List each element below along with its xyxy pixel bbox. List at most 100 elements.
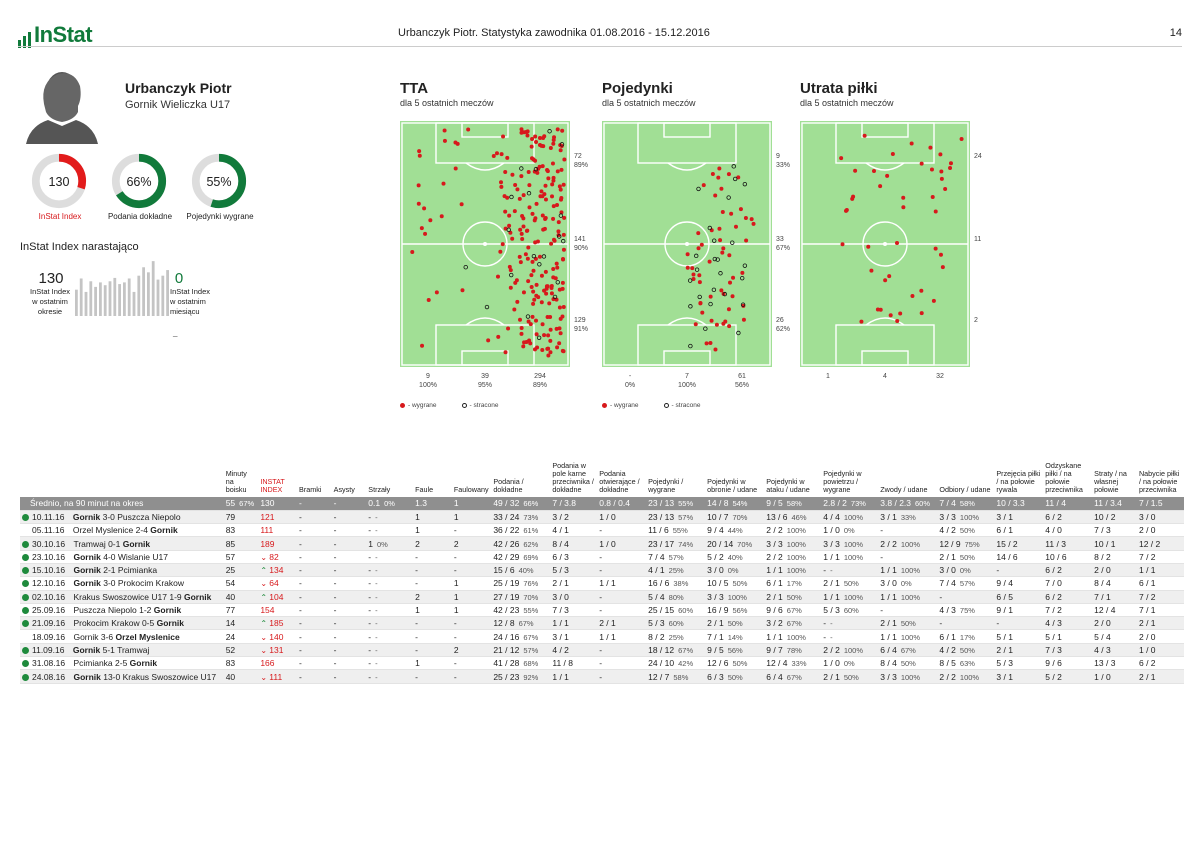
event-won-dot bbox=[948, 166, 953, 171]
event-lost-dot bbox=[715, 257, 720, 262]
table-cell: 3 / 2 bbox=[550, 510, 598, 525]
table-cell: 9 / 5 56% bbox=[705, 643, 765, 658]
event-lost-dot bbox=[558, 213, 564, 218]
pitch-map bbox=[602, 121, 772, 367]
donut-arc bbox=[111, 153, 167, 209]
event-lost-dot bbox=[533, 166, 539, 172]
table-cell: 8 / 2 bbox=[1092, 550, 1137, 564]
event-won-dot bbox=[555, 203, 560, 208]
table-row[interactable]: 21.09.16 Prokocim Krakow 0-5 Gornik 14 ⌃ 1… bbox=[20, 616, 1184, 631]
win-indicator-icon bbox=[22, 660, 29, 668]
table-cell: 21 / 12 57% bbox=[491, 643, 551, 658]
table-cell: 24 bbox=[223, 629, 259, 644]
event-won-dot bbox=[701, 183, 706, 188]
table-row[interactable]: 30.10.16 Tramwaj 0-1 Gornik 85 189- -1 0% 2 2 4… bbox=[20, 536, 1184, 551]
event-won-dot bbox=[697, 280, 702, 285]
event-won-dot bbox=[551, 204, 556, 209]
event-won-dot bbox=[410, 250, 415, 255]
table-cell: 1 / 1 100% bbox=[821, 550, 879, 564]
table-cell: 12 / 4 bbox=[1092, 603, 1137, 618]
event-won-dot bbox=[416, 183, 421, 188]
table-cell: 5 / 1 bbox=[994, 629, 1044, 644]
event-won-dot bbox=[534, 332, 539, 337]
table-row[interactable]: 15.10.16 Gornik 2-1 Pcimianka 25 ⌃ 134- - - -… bbox=[20, 563, 1184, 578]
event-won-dot bbox=[503, 209, 508, 214]
cumulative-bar bbox=[84, 291, 88, 316]
table-cell: 7 / 1 14% bbox=[705, 629, 765, 644]
event-won-dot bbox=[713, 347, 718, 352]
map-third-stat: 32 bbox=[936, 373, 944, 380]
event-won-dot bbox=[721, 291, 726, 296]
table-row[interactable]: 23.10.16 Gornik 4-0 Wislanie U17 57 ⌄ 82- -… bbox=[20, 550, 1184, 564]
event-won-dot bbox=[699, 242, 704, 247]
won-dot-icon bbox=[400, 403, 405, 408]
table-cell: 4 / 2 50% bbox=[937, 643, 995, 658]
table-row[interactable]: 11.09.16 Gornik 5-1 Tramwaj 52 ⌄ 131- - - - -2… bbox=[20, 643, 1184, 658]
event-won-dot bbox=[530, 137, 535, 142]
table-cell: 2 / 2 100% bbox=[764, 550, 822, 564]
table-cell: - bbox=[297, 643, 332, 658]
event-won-dot bbox=[534, 201, 539, 206]
table-cell: 6 / 1 bbox=[994, 523, 1044, 538]
table-cell: 4 / 3 75% bbox=[937, 603, 995, 618]
table-cell: 6 / 3 50% bbox=[705, 669, 765, 684]
event-lost-dot bbox=[694, 267, 700, 272]
event-won-dot bbox=[555, 169, 560, 174]
table-cell: 7 / 3 bbox=[1092, 523, 1137, 538]
table-cell: - bbox=[331, 536, 367, 551]
table-cell: - bbox=[331, 523, 367, 538]
event-won-dot bbox=[718, 238, 723, 243]
table-cell: - bbox=[451, 563, 492, 578]
table-cell: 12 / 4 33% bbox=[764, 656, 822, 671]
event-won-dot bbox=[521, 193, 526, 198]
event-won-dot bbox=[548, 327, 553, 332]
event-won-dot bbox=[519, 174, 524, 179]
map-subtitle: dla 5 ostatnich meczów bbox=[602, 98, 696, 108]
table-cell: ⌄ 82 bbox=[258, 550, 298, 564]
table-cell: 2 bbox=[413, 590, 452, 604]
table-cell: 4 / 1 25% bbox=[646, 563, 706, 578]
trend-down-icon: ⌄ bbox=[260, 632, 270, 642]
table-cell: ⌄ 131 bbox=[258, 643, 298, 658]
table-cell: 8 / 5 63% bbox=[937, 656, 995, 671]
event-won-dot bbox=[919, 288, 924, 293]
event-won-dot bbox=[557, 184, 562, 189]
table-row[interactable]: 02.10.16 Krakus Swoszowice U17 1-9 Gorni… bbox=[20, 590, 1184, 604]
table-cell: 3 / 0 bbox=[550, 590, 598, 604]
table-row[interactable]: 05.11.16 Orzel Myslenice 2-4 Gornik 83 111… bbox=[20, 523, 1184, 538]
table-cell: 121 bbox=[258, 510, 298, 525]
event-won-dot bbox=[919, 311, 924, 316]
table-row[interactable]: 18.09.16 Gornik 3-6 Orzel Myslenice 24 ⌄ 1… bbox=[20, 629, 1184, 644]
table-cell: - bbox=[413, 616, 452, 631]
table-cell: 5 / 1 bbox=[1043, 629, 1093, 644]
column-header: Faulowany bbox=[453, 485, 489, 494]
column-header: Straty / na własnej połowie bbox=[1094, 469, 1127, 494]
table-cell: -- bbox=[366, 576, 414, 591]
table-cell: 7 / 1 bbox=[1136, 603, 1184, 618]
table-row[interactable]: 12.10.16 Gornik 3-0 Prokocim Krakow 54 ⌄ 6… bbox=[20, 576, 1184, 591]
table-cell: 1 bbox=[451, 576, 492, 591]
event-lost-dot bbox=[718, 271, 723, 276]
table-row[interactable]: 25.09.16 Puszcza Niepolo 1-2 Gornik 77 154… bbox=[20, 603, 1184, 618]
event-won-dot bbox=[910, 293, 915, 298]
table-cell: 11 / 3 bbox=[1043, 536, 1093, 551]
table-row[interactable]: 24.08.16 Gornik 13-0 Krakus Swoszowice U… bbox=[20, 669, 1184, 684]
cumulative-bars bbox=[75, 261, 169, 316]
map-zone-stat: 129 91% bbox=[574, 317, 589, 333]
table-cell: 5 / 3 60% bbox=[821, 603, 879, 618]
event-lost-dot bbox=[711, 287, 717, 293]
event-won-dot bbox=[548, 314, 553, 319]
event-won-dot bbox=[708, 294, 713, 299]
table-row[interactable]: 10.11.16 Gornik 3-0 Puszcza Niepolo 79 121… bbox=[20, 510, 1184, 525]
table-cell: 2 / 2 100% bbox=[821, 643, 879, 658]
event-won-dot bbox=[518, 227, 523, 232]
column-header bbox=[20, 462, 224, 497]
table-row[interactable]: 31.08.16 Pcimianka 2-5 Gornik 83 166- - - -1-… bbox=[20, 656, 1184, 671]
event-won-dot bbox=[690, 266, 695, 271]
event-won-dot bbox=[521, 224, 526, 229]
table-cell: 12 / 7 58% bbox=[646, 669, 706, 684]
map-zone-stat: 26 62% bbox=[776, 317, 791, 333]
table-cell: 3 / 3 100% bbox=[705, 590, 765, 604]
table-cell: 11 / 4 bbox=[1043, 497, 1093, 511]
event-won-dot bbox=[526, 279, 531, 284]
